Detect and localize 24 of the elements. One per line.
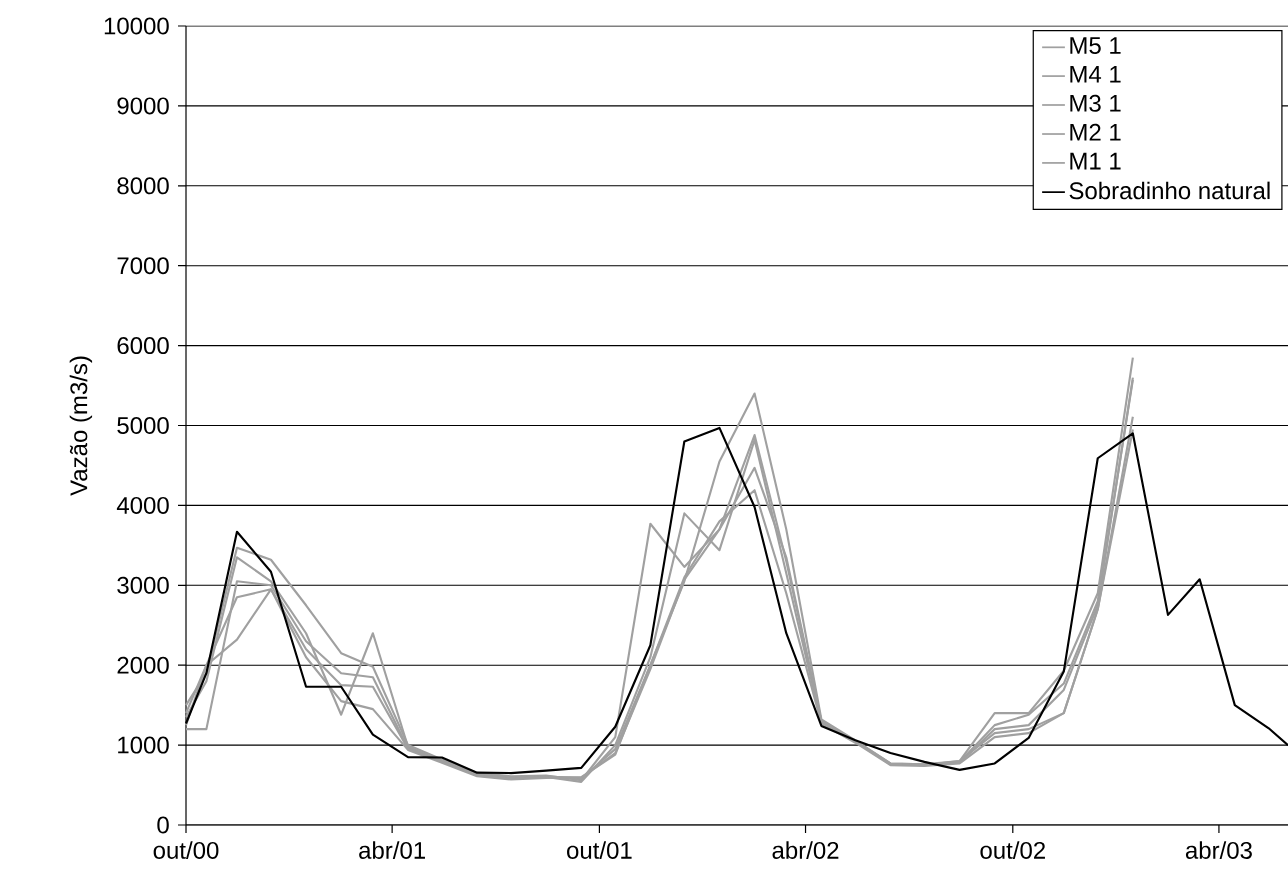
x-tick-label: abr/01 [359,841,425,859]
x-tick-label: out/02 [980,841,1045,859]
y-tick-label: 4000 [116,496,169,514]
x-tick-label: out/00 [153,841,219,859]
legend-label: M5 1 [1070,37,1121,54]
x-tick-label: out/01 [567,841,632,859]
legend-label: Sobradinho natural [1069,181,1270,200]
y-tick-label: 5000 [117,416,169,434]
y-tick-label: 8000 [117,177,169,195]
y-tick-label: 3000 [117,576,169,594]
y-tick-label: 0 [157,816,169,834]
y-axis-title: Vazão (m3/s) [69,356,93,496]
x-tick-label: abr/03 [1185,841,1252,859]
legend-label: M1 1 [1070,152,1121,170]
legend-label: M4 1 [1070,66,1121,83]
y-tick-label: 10000 [104,17,169,35]
legend-label: M3 1 [1070,94,1121,112]
y-tick-label: 7000 [117,257,169,275]
y-tick-label: 9000 [117,97,169,115]
y-tick-label: 6000 [117,337,169,355]
legend-label: M2 1 [1070,123,1121,141]
x-tick-label: abr/02 [772,841,839,859]
y-tick-label: 1000 [118,736,169,754]
y-tick-label: 2000 [117,656,169,674]
